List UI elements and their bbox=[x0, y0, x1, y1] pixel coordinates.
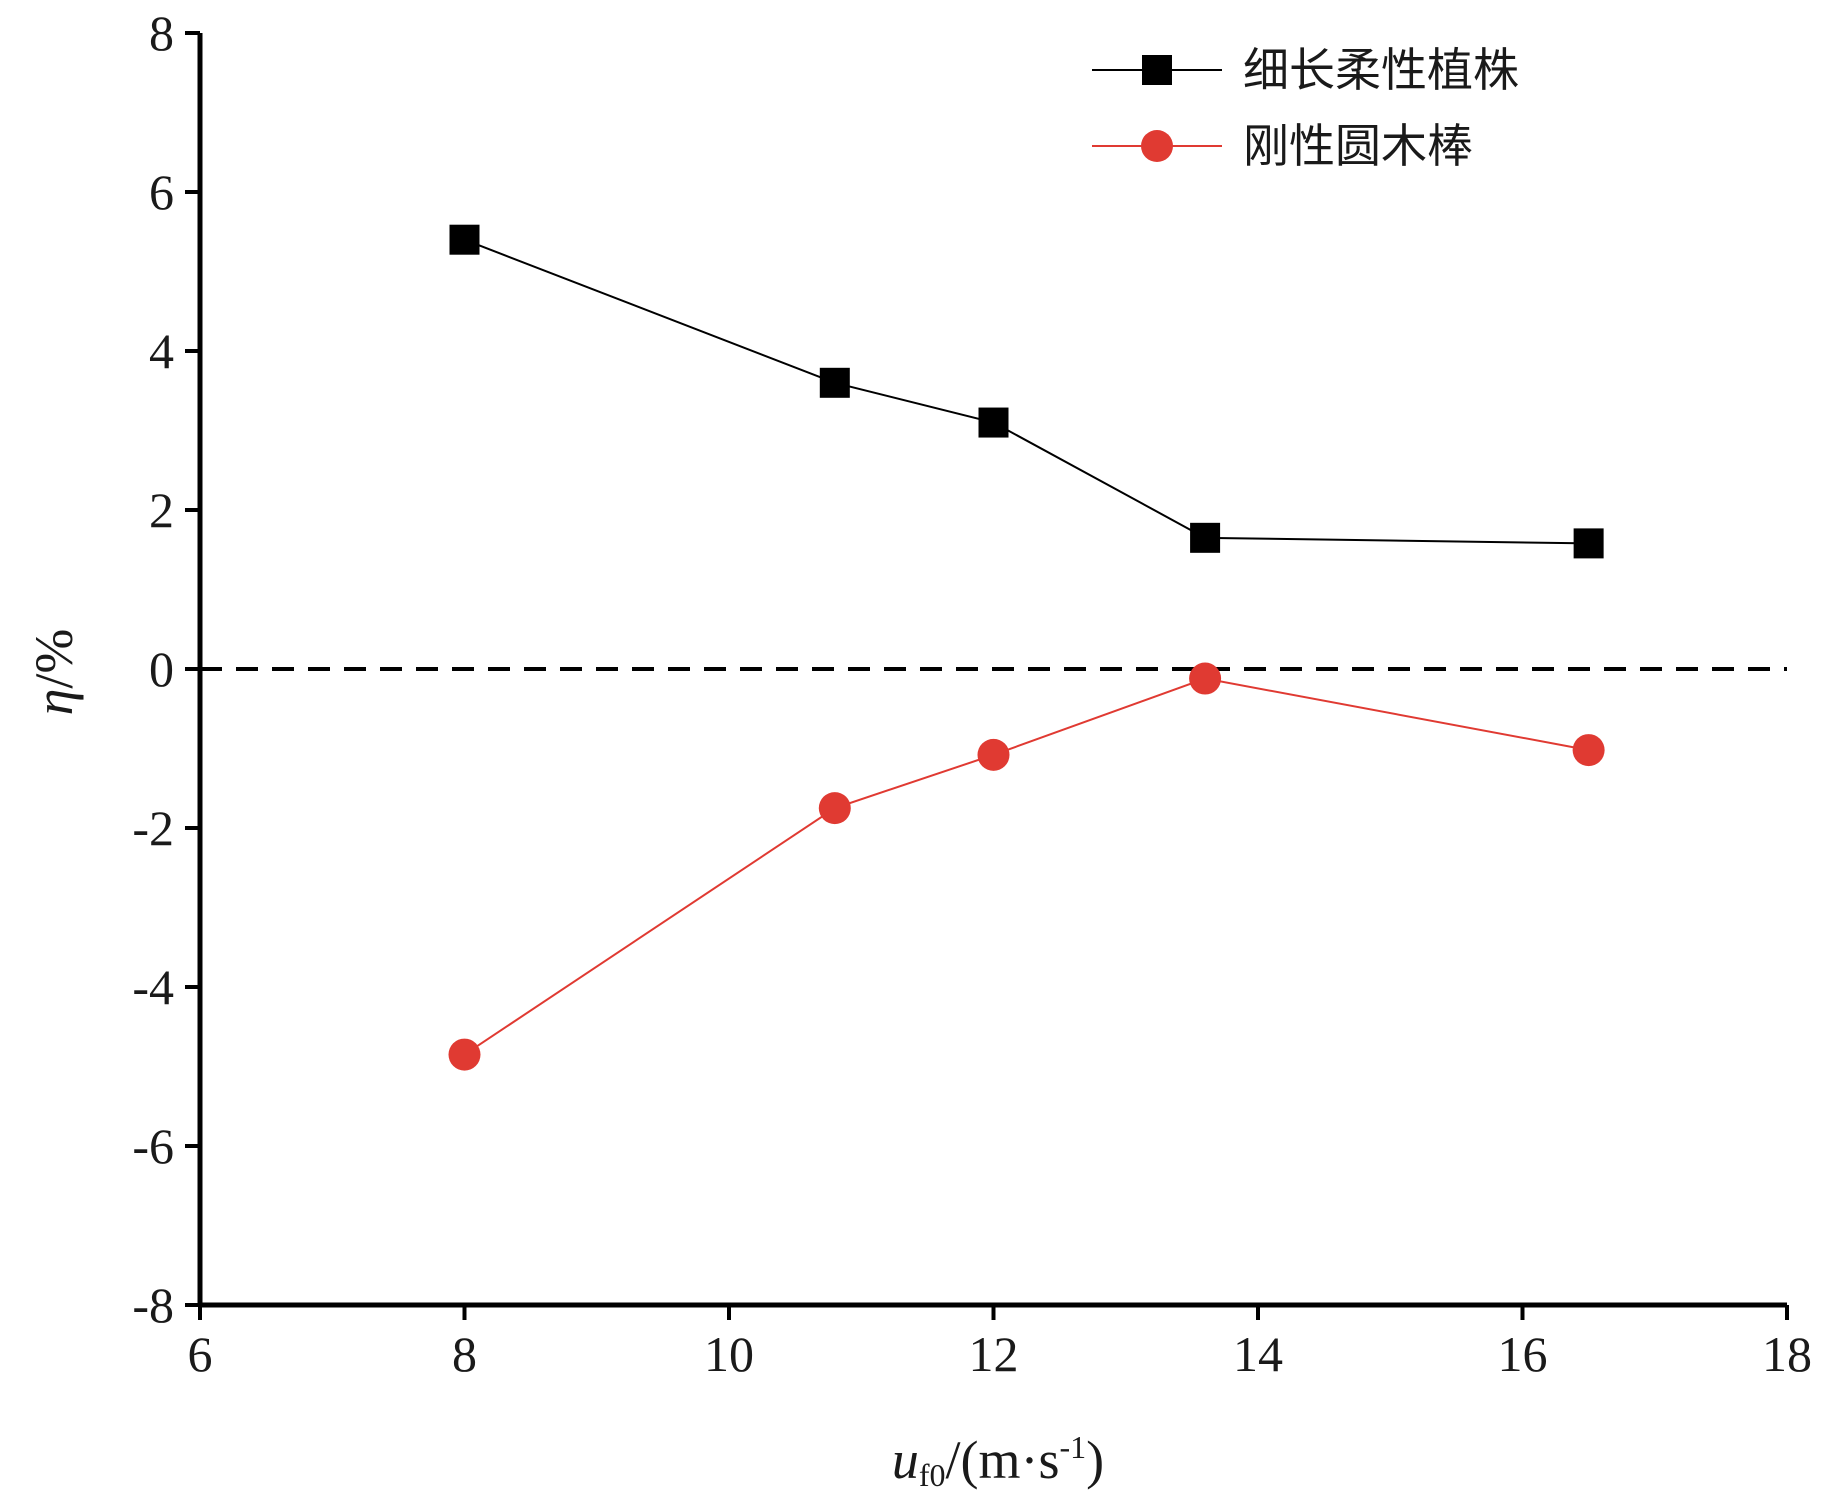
y-axis-label: η/% bbox=[24, 629, 84, 716]
y-tick-label: 6 bbox=[149, 164, 174, 220]
y-tick-label: -4 bbox=[132, 959, 174, 1015]
x-tick-label: 18 bbox=[1762, 1326, 1812, 1382]
x-tick-label: 6 bbox=[188, 1326, 213, 1382]
y-tick-label: -2 bbox=[132, 800, 174, 856]
x-tick-label: 14 bbox=[1233, 1326, 1283, 1382]
y-tick-label: 0 bbox=[149, 641, 174, 697]
x-axis-unit-prefix: /(m·s bbox=[946, 1430, 1060, 1490]
series-line bbox=[463, 677, 1589, 1056]
axes: -8 -6 -4 -2 0 2 4 6 8 6 8 10 12 14 16 18 bbox=[132, 5, 1812, 1382]
data-point bbox=[977, 738, 1010, 771]
y-axis-unit: /% bbox=[24, 629, 84, 689]
x-axis-subscript: f0 bbox=[919, 1457, 946, 1493]
data-point bbox=[448, 1038, 481, 1071]
y-tick-label: -6 bbox=[132, 1118, 174, 1174]
data-point bbox=[819, 367, 850, 398]
y-tick-label: -8 bbox=[132, 1277, 174, 1333]
x-axis-unit-suffix: ) bbox=[1086, 1430, 1104, 1490]
data-point bbox=[1189, 662, 1222, 695]
data-point bbox=[1573, 528, 1604, 559]
legend-item-2: 刚性圆木棒 bbox=[1092, 119, 1473, 173]
x-tick-label: 10 bbox=[704, 1326, 754, 1382]
x-tick-label: 16 bbox=[1498, 1326, 1548, 1382]
x-axis-superscript: -1 bbox=[1060, 1429, 1087, 1465]
legend-label: 细长柔性植株 bbox=[1243, 43, 1519, 97]
series-1 bbox=[449, 224, 1604, 559]
y-axis-variable: η bbox=[24, 689, 84, 716]
y-tick-label: 8 bbox=[149, 5, 174, 61]
x-axis-label: uf0/(m·s-1) bbox=[892, 1429, 1104, 1493]
legend-item-1: 细长柔性植株 bbox=[1092, 43, 1519, 97]
x-tick-label: 12 bbox=[969, 1326, 1019, 1382]
x-tick-label: 8 bbox=[452, 1326, 477, 1382]
data-point bbox=[978, 407, 1009, 438]
data-point bbox=[1190, 522, 1221, 553]
legend-marker bbox=[1141, 130, 1173, 162]
data-point bbox=[818, 792, 851, 825]
series-2 bbox=[448, 662, 1605, 1071]
series-layer bbox=[448, 224, 1605, 1071]
y-tick-label: 4 bbox=[149, 323, 174, 379]
series-line bbox=[464, 238, 1589, 545]
y-tick-label: 2 bbox=[149, 482, 174, 538]
data-point bbox=[449, 224, 480, 255]
legend-marker bbox=[1142, 55, 1172, 85]
data-point bbox=[1572, 734, 1605, 767]
legend-label: 刚性圆木棒 bbox=[1243, 119, 1473, 173]
x-axis-variable: u bbox=[892, 1430, 919, 1490]
